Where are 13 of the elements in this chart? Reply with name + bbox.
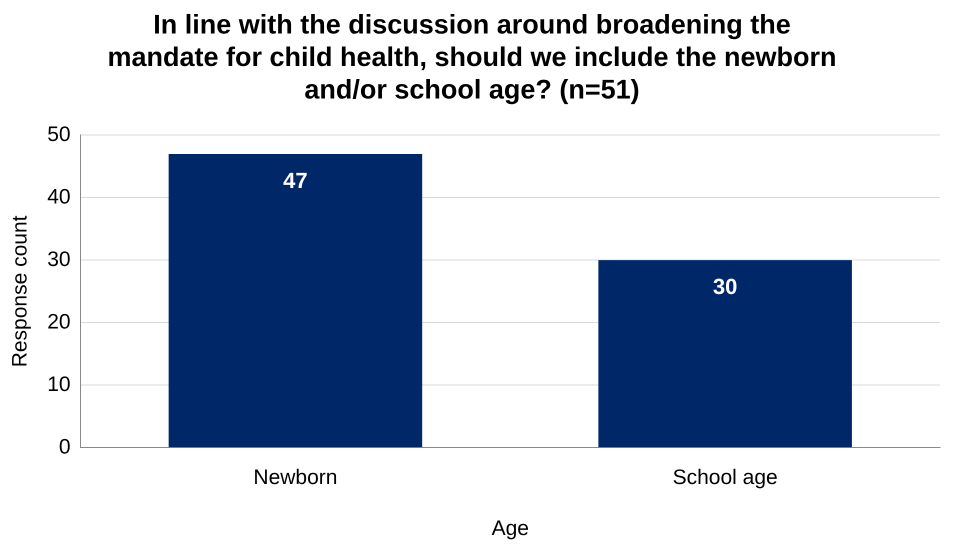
data-label: 30: [712, 274, 738, 300]
y-tick-label: 10: [47, 372, 71, 396]
y-tick-label: 40: [47, 185, 71, 208]
y-tick-label: 0: [58, 435, 71, 458]
y-axis-title: Response count: [8, 215, 32, 368]
data-label: 47: [283, 168, 308, 194]
y-tick-label: 20: [47, 310, 71, 334]
chart-title: In line with the discussion around broadening the mandate for child health, should we include the newborn and/or school age? (n=51): [107, 10, 837, 104]
x-tick-label: Newborn: [253, 466, 338, 489]
x-tick-label: School age: [672, 466, 778, 489]
y-tick-label: 30: [47, 248, 71, 271]
x-axis-title: Age: [492, 517, 529, 540]
y-tick-label: 50: [47, 122, 71, 146]
